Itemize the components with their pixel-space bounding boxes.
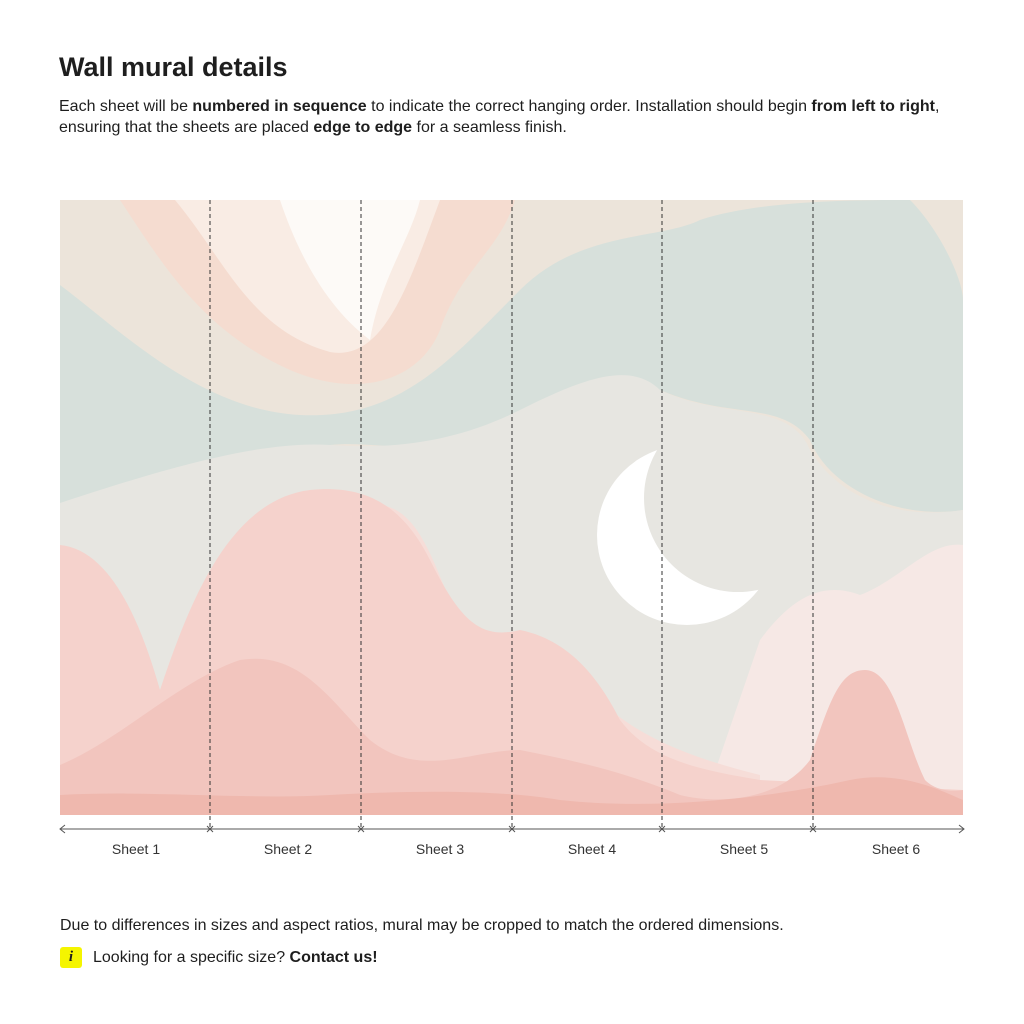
description-text: to indicate the correct hanging order. I… <box>366 98 812 115</box>
contact-link[interactable]: Contact us! <box>289 948 378 966</box>
info-icon: i <box>60 947 82 968</box>
description-text: , ensuring that the sheets are placed <box>59 98 940 136</box>
title: Wall mural details <box>59 52 288 82</box>
description-text: Each sheet will be <box>59 98 193 115</box>
sheet-label: Sheet 3 <box>416 841 464 857</box>
description-text: for a seamless finish. <box>412 119 567 136</box>
sheet-label: Sheet 5 <box>720 841 768 857</box>
width-arrow <box>59 824 965 834</box>
sheet-label: Sheet 6 <box>872 841 920 857</box>
sheet-label: Sheet 4 <box>568 841 616 857</box>
description-bold: edge to edge <box>313 119 413 136</box>
sheet-label: Sheet 1 <box>112 841 160 857</box>
mural-diagram: Sheet 1 Sheet 2 Sheet 3 Sheet 4 Sheet 5 Sheet… <box>59 200 965 857</box>
description-bold: numbered in sequence <box>192 98 367 115</box>
sheet-label: Sheet 2 <box>264 841 312 857</box>
info-text: Looking for a specific size? <box>93 948 290 966</box>
crop-note: Due to differences in sizes and aspect r… <box>60 917 784 934</box>
description: Each sheet will be numbered in sequence … <box>59 96 989 138</box>
description-bold: from left to right <box>811 98 935 115</box>
info-line: i Looking for a specific size? Contact u… <box>60 947 378 968</box>
